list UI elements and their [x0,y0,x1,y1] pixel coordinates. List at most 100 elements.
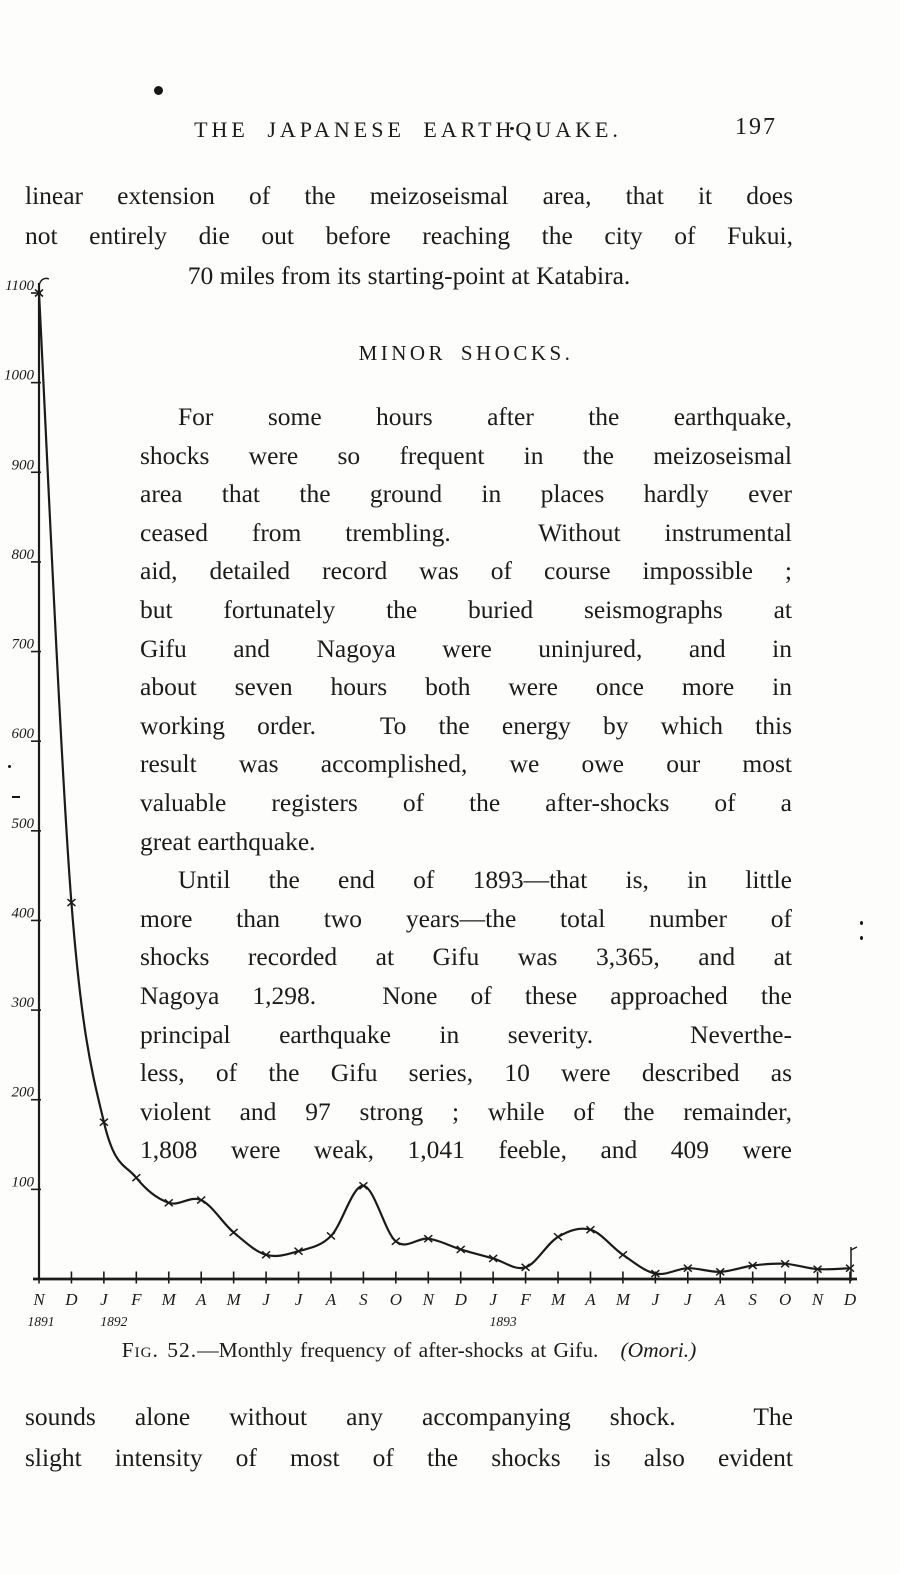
month-label: J [100,1290,109,1309]
figure-label: Fig. 52. [121,1338,198,1362]
text-line: shocks recorded at Gifu was 3,365, and a… [140,942,792,972]
figure-caption-text: —Monthly frequency of after-shocks at Gi… [197,1338,621,1362]
data-point-marker [488,1254,498,1263]
data-point-marker [164,1198,174,1207]
data-point-marker [585,1225,595,1234]
text-line: aid, detailed record was of course impos… [140,556,792,586]
text-line: but fortunately the buried seismographs … [140,594,792,624]
data-point-marker [715,1267,725,1276]
text-line: more than two years—the total number of [140,903,792,933]
text-line: Nagoya 1,298. None of these approached t… [140,980,792,1010]
y-tick-label: 600 [12,726,35,742]
ink-speck [8,765,11,768]
text-line: valuable registers of the after-shocks o… [140,787,792,817]
month-label: D [843,1290,857,1309]
data-point-marker [391,1237,401,1246]
data-point-marker [456,1245,466,1254]
data-point-marker [618,1250,628,1259]
data-point-marker [423,1234,433,1243]
month-label: N [32,1290,46,1309]
data-point-marker [229,1228,239,1237]
y-tick-label: 200 [12,1085,35,1101]
axis-end-tick [850,1246,858,1281]
data-point-marker [294,1247,304,1256]
y-tick-label: 700 [12,637,35,653]
year-label: 1893 [490,1314,517,1329]
text-line: shocks were so frequent in the meizoseis… [140,440,792,470]
month-label: N [422,1290,436,1309]
text-line: less, of the Gifu series, 10 were descri… [140,1058,792,1088]
data-point-marker [650,1269,660,1278]
text-line: great earthquake. [140,826,316,856]
month-label: S [748,1290,757,1309]
month-label: J [262,1290,271,1309]
month-label: A [584,1290,596,1309]
month-label: D [64,1290,78,1309]
month-label: M [226,1290,242,1309]
data-point-marker [780,1259,790,1268]
data-point-marker [521,1263,531,1272]
text-line: working order. To the energy by which th… [140,710,792,740]
running-header-title: THE JAPANESE EARTHQUAKE. [194,117,622,142]
text-line: Until the end of 1893—that is, in little [178,865,792,895]
text-line: not entirely die out before reaching the… [25,221,793,250]
y-tick-label: 300 [11,995,35,1011]
text-line: slight intensity of most of the shocks i… [25,1443,793,1472]
paragraph-top: linear extension of the meizoseismal are… [25,176,793,256]
figure-attribution: (Omori.) [620,1338,697,1362]
ink-speck [860,936,863,940]
data-point-marker [813,1265,823,1274]
year-label: 1892 [100,1314,127,1329]
figure-caption: Fig. 52.—Monthly frequency of after-shoc… [25,1338,793,1363]
data-point-marker [326,1231,336,1241]
y-tick-label: 400 [12,905,35,921]
month-label: A [325,1290,337,1309]
month-label: S [359,1290,368,1309]
paragraph-minor-shocks: For some hours after the earthquake, shoc… [140,398,792,861]
month-label: O [779,1290,791,1309]
ink-speck [860,921,863,925]
text-line: principal earthquake in severity. Nevert… [140,1019,792,1049]
month-label: A [195,1290,207,1309]
month-label: D [454,1290,468,1309]
text-line: sounds alone without any accompanying sh… [25,1402,793,1431]
page-number: 197 [735,114,777,140]
paragraph-top-last-line: 70 miles from its starting-point at Kata… [187,261,631,290]
paragraph-bottom: sounds alone without any accompanying sh… [25,1396,793,1478]
month-label: J [684,1290,693,1309]
text-line: result was accomplished, we owe our most [140,749,792,779]
y-tick-label: 800 [12,547,35,563]
y-tick-label: 1000 [4,368,35,384]
data-point-marker [66,898,76,907]
main-text-column: MINOR SHOCKS. For some hours after the e… [140,338,792,1170]
data-point-marker [131,1173,141,1182]
text-line: 1,808 were weak, 1,041 feeble, and 409 w… [140,1135,792,1165]
text-line: violent and 97 strong ; while of the rem… [140,1096,792,1126]
month-label: J [652,1290,661,1309]
data-point-marker [261,1250,271,1259]
month-label: M [615,1290,631,1309]
data-point-marker [553,1232,563,1241]
text-line: about seven hours both were once more in [140,672,792,702]
data-point-marker [683,1264,693,1273]
month-label: A [714,1290,726,1309]
ink-speck [510,127,514,130]
month-label: N [811,1290,825,1309]
month-label: O [390,1290,402,1309]
data-point-marker [845,1264,855,1273]
ink-speck [12,796,20,798]
y-tick-label: 100 [12,1174,35,1190]
month-label: F [519,1290,531,1309]
month-label: M [161,1290,177,1309]
text-line: area that the ground in places hardly ev… [140,479,792,509]
section-heading: MINOR SHOCKS. [358,341,574,365]
month-label: J [295,1290,304,1309]
data-point-marker [99,1118,109,1127]
ink-speck [154,86,163,95]
month-label: M [550,1290,566,1309]
text-line: For some hours after the earthquake, [178,402,792,431]
data-point-marker [196,1196,206,1205]
data-point-marker [358,1181,368,1190]
month-label: J [489,1290,498,1309]
